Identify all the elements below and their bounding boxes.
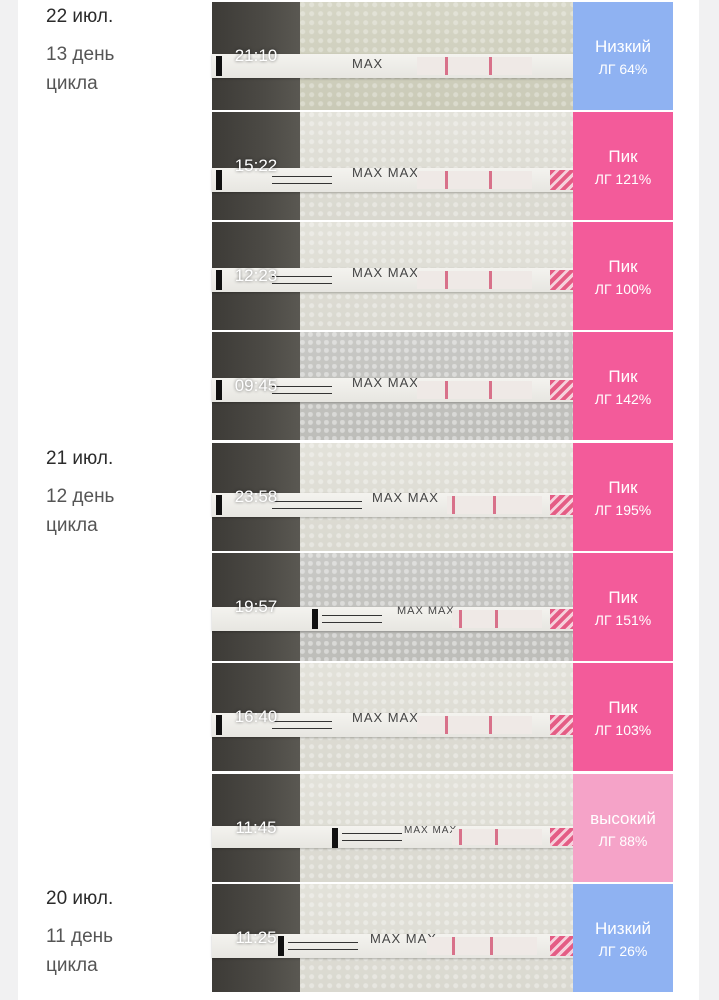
day-date: 22 июл. [46,6,114,27]
test-row[interactable]: MAX 21:10 Низкий ЛГ 64% [212,2,673,110]
test-row[interactable]: MAX MAX 11:25 Низкий ЛГ 26% [212,884,673,992]
test-strip: MAX MAX [212,375,574,402]
result-badge: Пик ЛГ 195% [573,443,673,551]
result-level: Пик [608,257,638,276]
test-time: 12:23 [234,266,278,285]
test-row[interactable]: MAX MAX 15:22 Пик ЛГ 121% [212,112,673,220]
result-level: Пик [608,588,638,607]
lh-percent: ЛГ 142% [594,391,652,407]
strip-label: MAX [352,56,384,71]
test-time: 15:22 [234,156,278,175]
strip-label: MAX MAX [352,265,419,280]
test-strip: MAX MAX [212,165,574,192]
result-level: Пик [608,367,638,386]
cycle-day-label: 13 день цикла [46,44,115,94]
result-badge: Пик ЛГ 151% [573,553,673,661]
lh-percent: ЛГ 103% [594,722,652,738]
test-time: 21:10 [234,46,278,65]
result-level: Низкий [595,919,651,938]
lh-percent: ЛГ 88% [598,833,648,849]
test-strip: MAX MAX [212,265,574,292]
test-strip: MAX MAX [212,605,574,631]
strip-label: MAX MAX [352,375,419,390]
result-badge: Низкий ЛГ 64% [573,2,673,110]
strip-label: MAX MAX [370,931,437,946]
test-row[interactable]: MAX MAX 09:45 Пик ЛГ 142% [212,332,673,440]
cycle-day-label: 11 день цикла [46,926,114,976]
result-badge: Пик ЛГ 121% [573,112,673,220]
test-row[interactable]: MAX MAX 16:40 Пик ЛГ 103% [212,663,673,771]
strip-label: MAX MAX [372,490,439,505]
test-time: 09:45 [234,376,278,395]
test-time: 19:57 [234,597,278,616]
lh-percent: ЛГ 195% [594,502,652,518]
test-history-card: 22 июл. 13 день цикла 21 июл. 12 день ци… [18,0,699,1000]
test-photo-handle [212,112,300,220]
day-date: 20 июл. [46,888,114,909]
result-badge: высокий ЛГ 88% [573,774,673,882]
result-level: высокий [590,809,656,828]
day-group-header: 21 июл. 12 день цикла [46,448,166,540]
strip-label: MAX MAX [352,710,419,725]
strip-label: MAX MAX [352,165,419,180]
test-time: 16:40 [234,707,278,726]
test-time: 23:58 [234,487,278,506]
lh-percent: ЛГ 64% [598,61,648,77]
day-group-header: 20 июл. 11 день цикла [46,888,166,980]
result-badge: Пик ЛГ 142% [573,332,673,440]
test-time: 11:25 [235,928,277,947]
day-date: 21 июл. [46,448,114,469]
lh-percent: ЛГ 26% [598,943,648,959]
test-row[interactable]: MAX MAX 23:58 Пик ЛГ 195% [212,443,673,551]
result-badge: Пик ЛГ 100% [573,222,673,330]
test-row[interactable]: MAX MAX 11:45 высокий ЛГ 88% [212,774,673,882]
test-time: 11:45 [235,818,277,837]
cycle-day-label: 12 день цикла [46,486,115,536]
result-level: Пик [608,478,638,497]
result-level: Пик [608,147,638,166]
result-badge: Пик ЛГ 103% [573,663,673,771]
lh-percent: ЛГ 151% [594,612,652,628]
strip-label: MAX MAX [404,825,458,836]
test-strip: MAX MAX [212,825,574,848]
result-level: Низкий [595,37,651,56]
lh-percent: ЛГ 121% [594,171,652,187]
test-strip: MAX [212,54,574,78]
test-strip: MAX MAX [212,490,574,517]
day-group-header: 22 июл. 13 день цикла [46,6,166,98]
strip-label: MAX MAX [397,605,455,617]
result-badge: Низкий ЛГ 26% [573,884,673,992]
test-strip: MAX MAX [212,931,574,958]
result-level: Пик [608,698,638,717]
test-row[interactable]: MAX MAX 12:23 Пик ЛГ 100% [212,222,673,330]
test-photo [300,112,574,220]
test-strip: MAX MAX [212,710,574,737]
test-row[interactable]: MAX MAX 19:57 Пик ЛГ 151% [212,553,673,661]
lh-percent: ЛГ 100% [594,281,652,297]
